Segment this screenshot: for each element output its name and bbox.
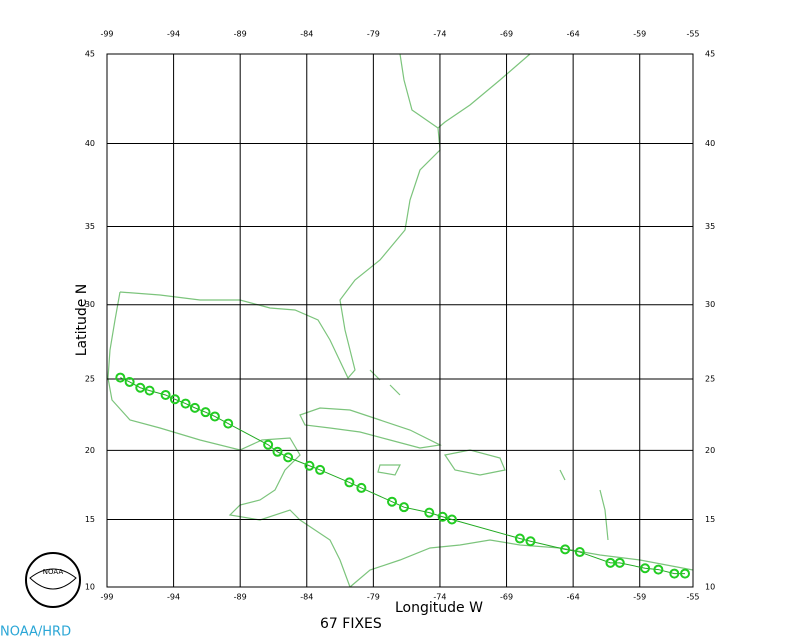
y-tick-label: 25 [85,375,95,384]
x-tick-label: -94 [167,593,180,602]
islands [369,369,609,541]
x-tick-label-top: -79 [367,30,380,39]
y-tick-label-right: 25 [705,375,715,384]
fix-marker [525,536,536,547]
fix-marker [424,507,435,518]
fix-marker [315,464,326,475]
fix-marker [437,511,448,522]
y-tick-label-right: 35 [705,222,715,231]
x-tick-label-top: -69 [500,30,513,39]
fix-count: 67 FIXES [320,616,382,632]
us-east-coast [119,53,531,380]
fix-marker [169,394,180,405]
y-tick-label-right: 15 [705,515,715,524]
y-tick-label: 30 [85,300,95,309]
fix-marker [356,482,367,493]
fix-marker [304,460,315,471]
noaa-logo: NOAA [25,552,81,608]
logo-bird [29,568,77,590]
fix-marker [446,514,457,525]
x-tick-label: -99 [100,593,113,602]
x-tick-label: -74 [433,593,446,602]
x-tick-label: -59 [633,593,646,602]
x-tick-label-top: -59 [633,30,646,39]
y-tick-label: 10 [85,583,95,592]
x-tick-label: -89 [234,593,247,602]
fix-marker [680,568,691,579]
hispaniola [377,449,506,476]
plot-frame [106,53,694,588]
x-tick-label-top: -74 [433,30,446,39]
fix-marker [283,452,294,463]
y-tick-label-right: 30 [705,300,715,309]
x-tick-label-top: -89 [234,30,247,39]
y-tick-label: 45 [85,50,95,59]
fix-marker [344,477,355,488]
track-line [120,377,686,575]
y-tick-label-right: 40 [705,139,715,148]
fix-marker [653,564,664,575]
y-tick-label: 15 [85,515,95,524]
x-tick-label-top: -64 [567,30,580,39]
x-tick-label: -69 [500,593,513,602]
x-tick-label: -79 [367,593,380,602]
y-tick-label-right: 20 [705,446,715,455]
fix-marker [115,372,126,383]
fix-marker [398,502,409,513]
fix-marker [272,446,283,457]
fix-marker [560,544,571,555]
x-tick-label-top: -94 [167,30,180,39]
x-tick-label-top: -55 [686,30,699,39]
y-tick-label: 35 [85,222,95,231]
fix-marker [180,398,191,409]
credit: NOAA/HRD [0,625,71,640]
coastlines [107,53,694,588]
y-tick-label-right: 10 [705,583,715,592]
y-tick-label-right: 45 [705,50,715,59]
fix-marker [514,533,525,544]
y-axis-label: Latitude N [74,284,90,357]
fix-marker [263,439,274,450]
fix-marker [387,496,398,507]
fix-marker [640,563,651,574]
fix-marker [144,385,155,396]
fix-marker [669,568,680,579]
fix-marker [200,407,211,418]
x-tick-label: -55 [686,593,699,602]
fix-marker [160,389,171,400]
x-tick-label-top: -84 [300,30,313,39]
gulf-coast [107,291,351,588]
fix-marker [605,557,616,568]
logo-text: NOAA [43,568,64,576]
x-axis-label: Longitude W [395,600,483,616]
south-america [349,539,694,588]
fix-marker [135,382,146,393]
fix-marker [189,402,200,413]
y-tick-label: 20 [85,446,95,455]
x-tick-label-top: -99 [100,30,113,39]
fix-marker [223,418,234,429]
x-tick-label: -64 [567,593,580,602]
fix-marker [614,557,625,568]
fix-marker [124,376,135,387]
fix-marker [574,547,585,558]
y-tick-label: 40 [85,139,95,148]
fix-marker [209,411,220,422]
x-tick-label: -84 [300,593,313,602]
cuba [299,407,442,449]
